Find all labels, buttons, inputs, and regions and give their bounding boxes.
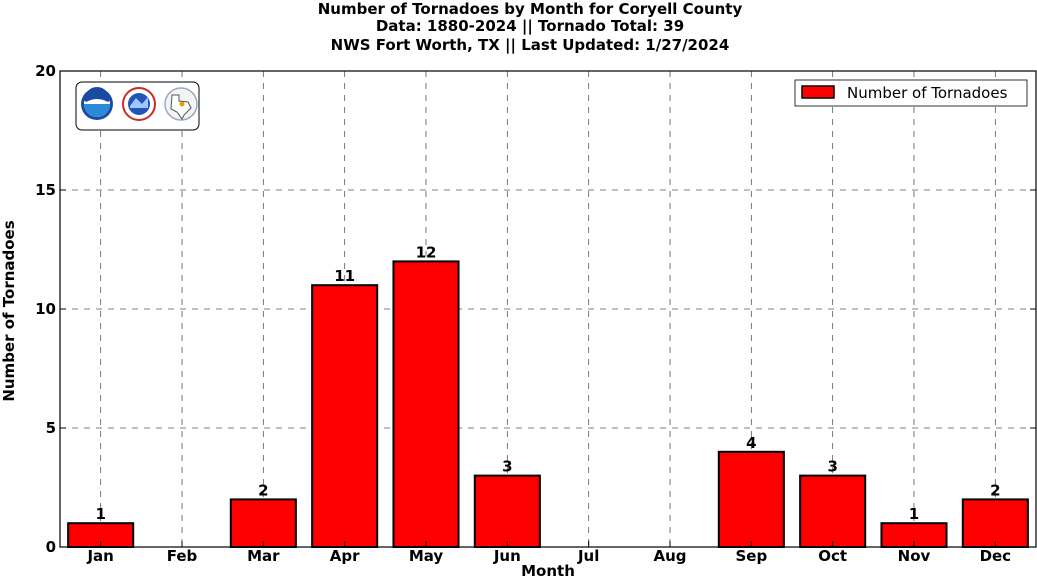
noaa-logo — [81, 87, 113, 120]
chart-title-line-1: Number of Tornadoes by Month for Coryell… — [317, 0, 743, 18]
x-tick-label: May — [409, 547, 444, 565]
chart-title-line-2: Data: 1880-2024 || Tornado Total: 39 — [375, 17, 685, 35]
data-label: 11 — [334, 267, 355, 285]
y-tick-label: 20 — [35, 62, 56, 80]
bar-oct — [799, 474, 867, 549]
y-tick-label: 5 — [46, 419, 56, 437]
nws-logo — [122, 87, 156, 121]
y-tick-label: 15 — [35, 181, 56, 199]
bar-sep — [717, 450, 785, 548]
x-axis-ticks: Jan Feb Mar Apr May Jun Jul Aug Sep Oct Nov Dec — [86, 541, 1011, 565]
data-label: 12 — [416, 243, 437, 261]
bars — [67, 260, 1029, 549]
bar-may — [392, 260, 460, 548]
x-tick-label: Dec — [980, 547, 1012, 565]
data-label: 3 — [827, 458, 837, 476]
legend-label: Number of Tornadoes — [847, 84, 1008, 102]
bar-jun — [473, 474, 541, 549]
x-tick-label: Jan — [86, 547, 113, 565]
x-tick-label: Mar — [247, 547, 280, 565]
chart-title-line-3: NWS Fort Worth, TX || Last Updated: 1/27… — [330, 36, 730, 54]
x-tick-label: Jul — [577, 547, 599, 565]
data-label: 1 — [909, 505, 919, 523]
data-label: 3 — [502, 458, 512, 476]
y-tick-label: 10 — [35, 300, 56, 318]
logo-box — [75, 81, 200, 131]
bar-apr — [311, 284, 379, 548]
data-label: 2 — [258, 481, 268, 499]
x-tick-label: Jun — [493, 547, 521, 565]
y-tick-label: 0 — [46, 538, 56, 556]
x-tick-label: Feb — [167, 547, 198, 565]
data-label: 2 — [990, 481, 1000, 499]
y-axis-ticks: 0 5 10 15 20 — [35, 62, 1036, 556]
grid-lines — [60, 71, 1036, 547]
data-label: 1 — [95, 505, 105, 523]
y-axis-label: Number of Tornadoes — [0, 220, 18, 401]
bar-dec — [961, 498, 1029, 548]
data-label: 4 — [746, 434, 756, 452]
bar-mar — [229, 498, 297, 548]
x-tick-label: Aug — [653, 547, 686, 565]
legend-swatch — [801, 85, 835, 99]
texas-map-logo — [164, 87, 198, 121]
legend: Number of Tornadoes — [794, 79, 1028, 107]
x-tick-label: Apr — [330, 547, 360, 565]
x-tick-label: Sep — [735, 547, 767, 565]
x-tick-label: Nov — [898, 547, 931, 565]
x-axis-label: Month — [521, 562, 575, 580]
x-tick-label: Oct — [818, 547, 847, 565]
